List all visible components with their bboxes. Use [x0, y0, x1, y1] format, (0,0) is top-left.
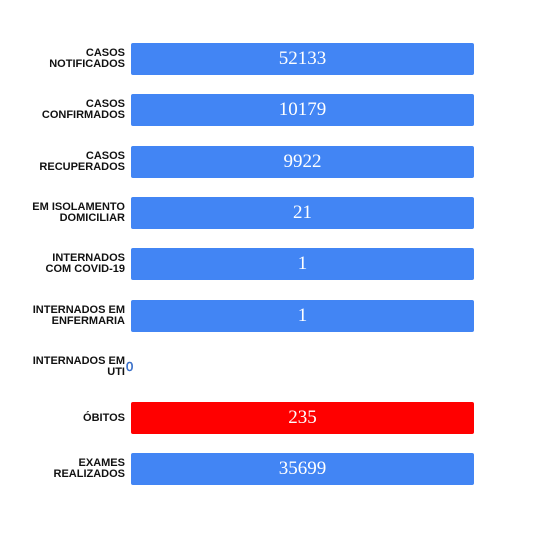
value-bar: [131, 43, 474, 75]
row-label: CASOS NOTIFICADOS: [0, 48, 125, 70]
value-label: 1: [297, 304, 308, 326]
row-label: ÓBITOS: [0, 411, 125, 424]
row-label-line: CASOS: [85, 149, 125, 162]
value-label: 21: [293, 201, 312, 223]
row-label: CASOS RECUPERADOS: [0, 149, 125, 173]
value-bar: [131, 145, 474, 178]
row-label-line: ENFERMARIA: [51, 314, 125, 327]
row-label-line: NOTIFICADOS: [49, 58, 125, 70]
value-label: 0: [126, 358, 134, 374]
row-label: EM ISOLAMENTO DOMICILIAR: [0, 200, 125, 224]
row-label-line: CASOS: [85, 98, 125, 111]
row-label-line: INTERNADOS: [52, 252, 125, 265]
row-label-line: COM COVID-19: [45, 263, 125, 276]
value-bar: [131, 402, 474, 435]
value-label: 35699: [278, 458, 327, 480]
row-label-line: EM ISOLAMENTO: [32, 200, 125, 213]
row-label-line: DOMICILIAR: [59, 211, 125, 224]
row-label: INTERNADOS EM ENFERMARIA: [0, 303, 125, 327]
row-label-line: CONFIRMADOS: [41, 109, 125, 122]
value-label: 9922: [283, 150, 322, 172]
value-bar: [131, 248, 474, 281]
value-label: 52133: [278, 48, 327, 69]
row-label-line: INTERNADOS EM: [32, 303, 125, 316]
row-label-line: UTI: [107, 365, 125, 378]
value-label: 235: [288, 407, 317, 429]
row-label: EXAMES REALIZADOS: [0, 457, 126, 481]
row-label-line: CASOS: [85, 47, 125, 59]
row-label-line: EXAMES: [78, 457, 125, 470]
value-bar: [131, 196, 474, 229]
row-label: INTERNADOS EM UTI: [0, 354, 125, 378]
value-label: 10179: [278, 99, 327, 121]
row-label-line: INTERNADOS EM: [32, 354, 125, 367]
row-label-line: RECUPERADOS: [39, 160, 125, 173]
row-label: INTERNADOS COM COVID-19: [0, 253, 125, 275]
value-label: 1: [297, 253, 308, 275]
row-label: CASOS CONFIRMADOS: [0, 99, 125, 121]
row-label-line: ÓBITOS: [83, 411, 125, 424]
value-bar: [131, 94, 474, 127]
value-bar: [131, 299, 474, 332]
value-bar: [131, 453, 474, 486]
row-label-line: REALIZADOS: [53, 468, 126, 481]
